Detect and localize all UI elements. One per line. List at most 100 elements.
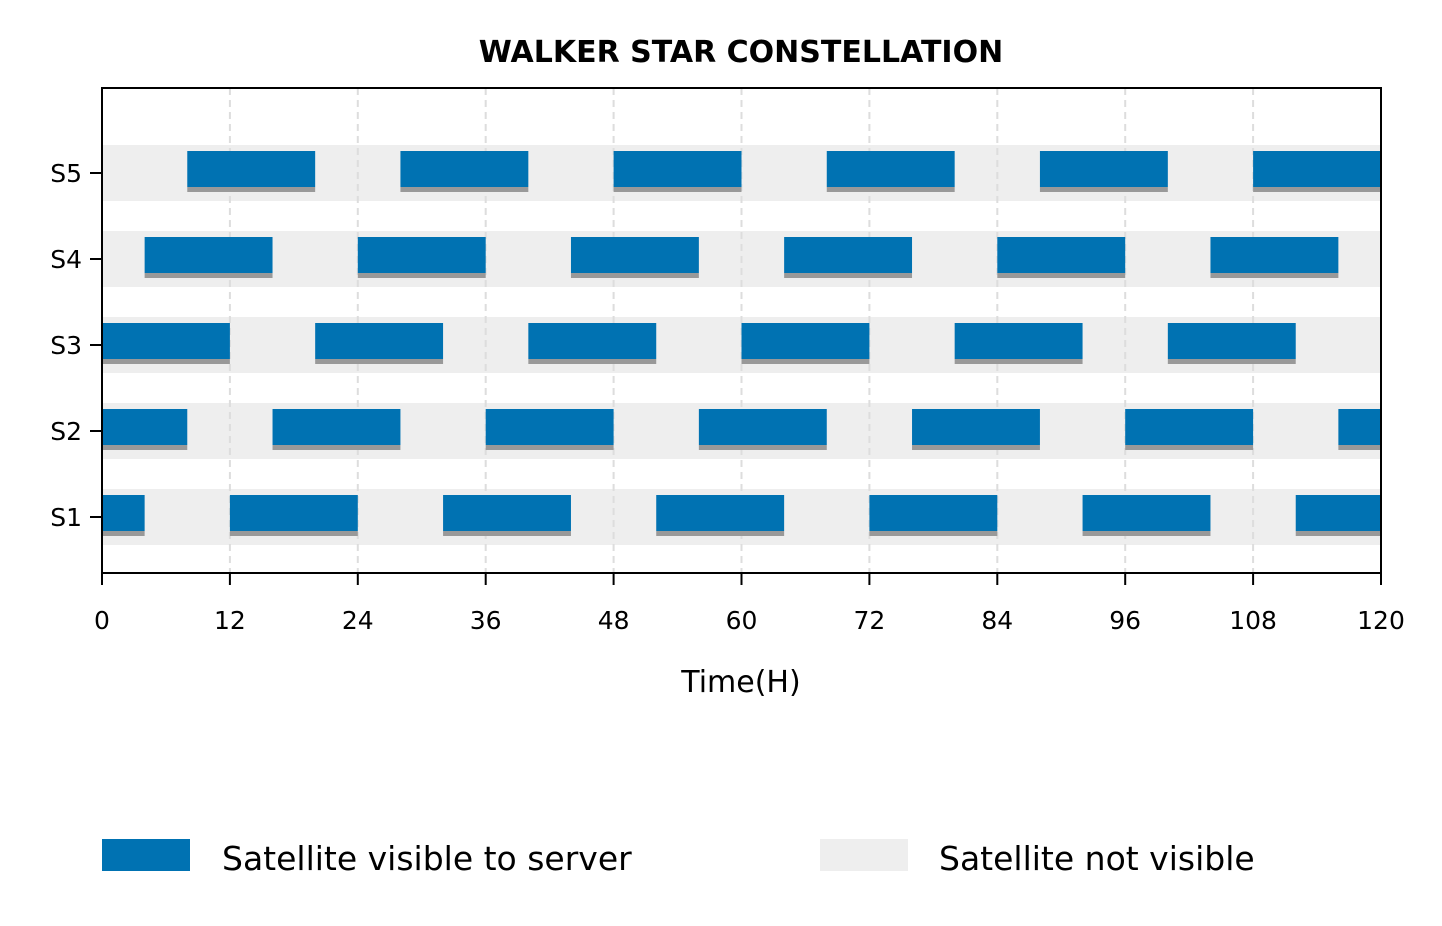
visibility-bar	[741, 323, 870, 364]
visibility-bar	[357, 237, 486, 278]
bar-shadow	[102, 359, 230, 364]
x-tick-label: 60	[726, 606, 758, 635]
bar-shadow	[1082, 531, 1211, 536]
visibility-bar	[144, 237, 273, 278]
bar-shadow	[1125, 445, 1254, 450]
bar-shadow	[144, 273, 273, 278]
bar-shadow	[528, 359, 657, 364]
x-tick-label: 48	[598, 606, 630, 635]
bar-shadow	[187, 187, 316, 192]
visibility-bar	[826, 151, 955, 192]
bar-shadow	[656, 531, 785, 536]
visibility-bar	[400, 151, 529, 192]
visibility-bar	[869, 495, 998, 536]
visibility-bar	[1167, 323, 1296, 364]
bar-shadow	[954, 359, 1083, 364]
bar-shadow	[698, 445, 827, 450]
visibility-bar	[1253, 151, 1381, 192]
bar	[229, 495, 358, 531]
y-axis-ticks: S1 S2 S3 S4 S5	[50, 159, 102, 532]
bar-shadow	[102, 531, 145, 536]
visibility-bar	[229, 495, 358, 536]
visibility-bar	[784, 237, 913, 278]
bar	[613, 151, 742, 187]
x-axis-label: Time(H)	[680, 665, 800, 700]
bar	[144, 237, 273, 273]
visibility-bar	[656, 495, 785, 536]
visibility-bar	[315, 323, 444, 364]
bar	[656, 495, 785, 531]
visibility-bar	[1210, 237, 1339, 278]
x-axis-ticks: 0 12 24 36 48 60 72 84 96 108 120	[94, 573, 1405, 635]
bar	[485, 409, 614, 445]
visibility-bar	[698, 409, 827, 450]
bar-shadow	[997, 273, 1126, 278]
visibility-bar	[1125, 409, 1254, 450]
bar	[954, 323, 1083, 359]
bar	[869, 495, 998, 531]
visibility-bars	[102, 151, 1381, 536]
bar	[826, 151, 955, 187]
bar	[357, 237, 486, 273]
bar	[912, 409, 1040, 445]
x-tick-label: 36	[470, 606, 502, 635]
bar-shadow	[315, 359, 444, 364]
bar-shadow	[1338, 445, 1381, 450]
bar-shadow	[443, 531, 571, 536]
bar	[187, 151, 316, 187]
bar-shadow	[1295, 531, 1381, 536]
legend-item: Satellite visible to server	[102, 839, 632, 878]
bar	[997, 237, 1126, 273]
y-tick-label: S1	[50, 503, 82, 532]
bar-shadow	[869, 531, 998, 536]
bar	[272, 409, 401, 445]
legend: Satellite visible to server Satellite not…	[102, 839, 1255, 878]
legend-label: Satellite not visible	[939, 839, 1255, 878]
y-tick-label: S5	[50, 159, 82, 188]
bar-shadow	[1253, 187, 1381, 192]
bar-shadow	[784, 273, 913, 278]
bar	[1125, 409, 1254, 445]
visibility-bar	[102, 495, 145, 536]
visibility-bar	[954, 323, 1083, 364]
x-tick-label: 84	[981, 606, 1013, 635]
visibility-bar	[102, 323, 230, 364]
bar	[1082, 495, 1211, 531]
visibility-bar	[997, 237, 1126, 278]
bar	[1039, 151, 1168, 187]
visibility-bar	[1338, 409, 1381, 450]
bar-shadow	[1167, 359, 1296, 364]
bar	[1210, 237, 1339, 273]
bar-shadow	[357, 273, 486, 278]
bar-shadow	[1210, 273, 1339, 278]
legend-swatch	[820, 839, 908, 871]
bar	[102, 409, 188, 445]
x-tick-label: 120	[1357, 606, 1405, 635]
x-tick-label: 96	[1109, 606, 1141, 635]
bar-shadow	[229, 531, 358, 536]
visibility-bar	[570, 237, 699, 278]
legend-label: Satellite visible to server	[222, 839, 632, 878]
x-tick-label: 72	[853, 606, 885, 635]
visibility-bar	[272, 409, 401, 450]
bar	[1253, 151, 1381, 187]
bar-shadow	[1039, 187, 1168, 192]
bar-shadow	[570, 273, 699, 278]
visibility-bar	[485, 409, 614, 450]
bar	[102, 323, 230, 359]
bar-shadow	[400, 187, 529, 192]
x-tick-label: 0	[94, 606, 110, 635]
visibility-bar	[1295, 495, 1381, 536]
bar	[570, 237, 699, 273]
y-tick-label: S4	[50, 245, 82, 274]
bar-shadow	[485, 445, 614, 450]
bar-shadow	[272, 445, 401, 450]
bar	[1295, 495, 1381, 531]
visibility-bar	[528, 323, 657, 364]
bar-shadow	[613, 187, 742, 192]
bar	[741, 323, 870, 359]
bar	[102, 495, 145, 531]
y-tick-label: S3	[50, 331, 82, 360]
bar-shadow	[826, 187, 955, 192]
